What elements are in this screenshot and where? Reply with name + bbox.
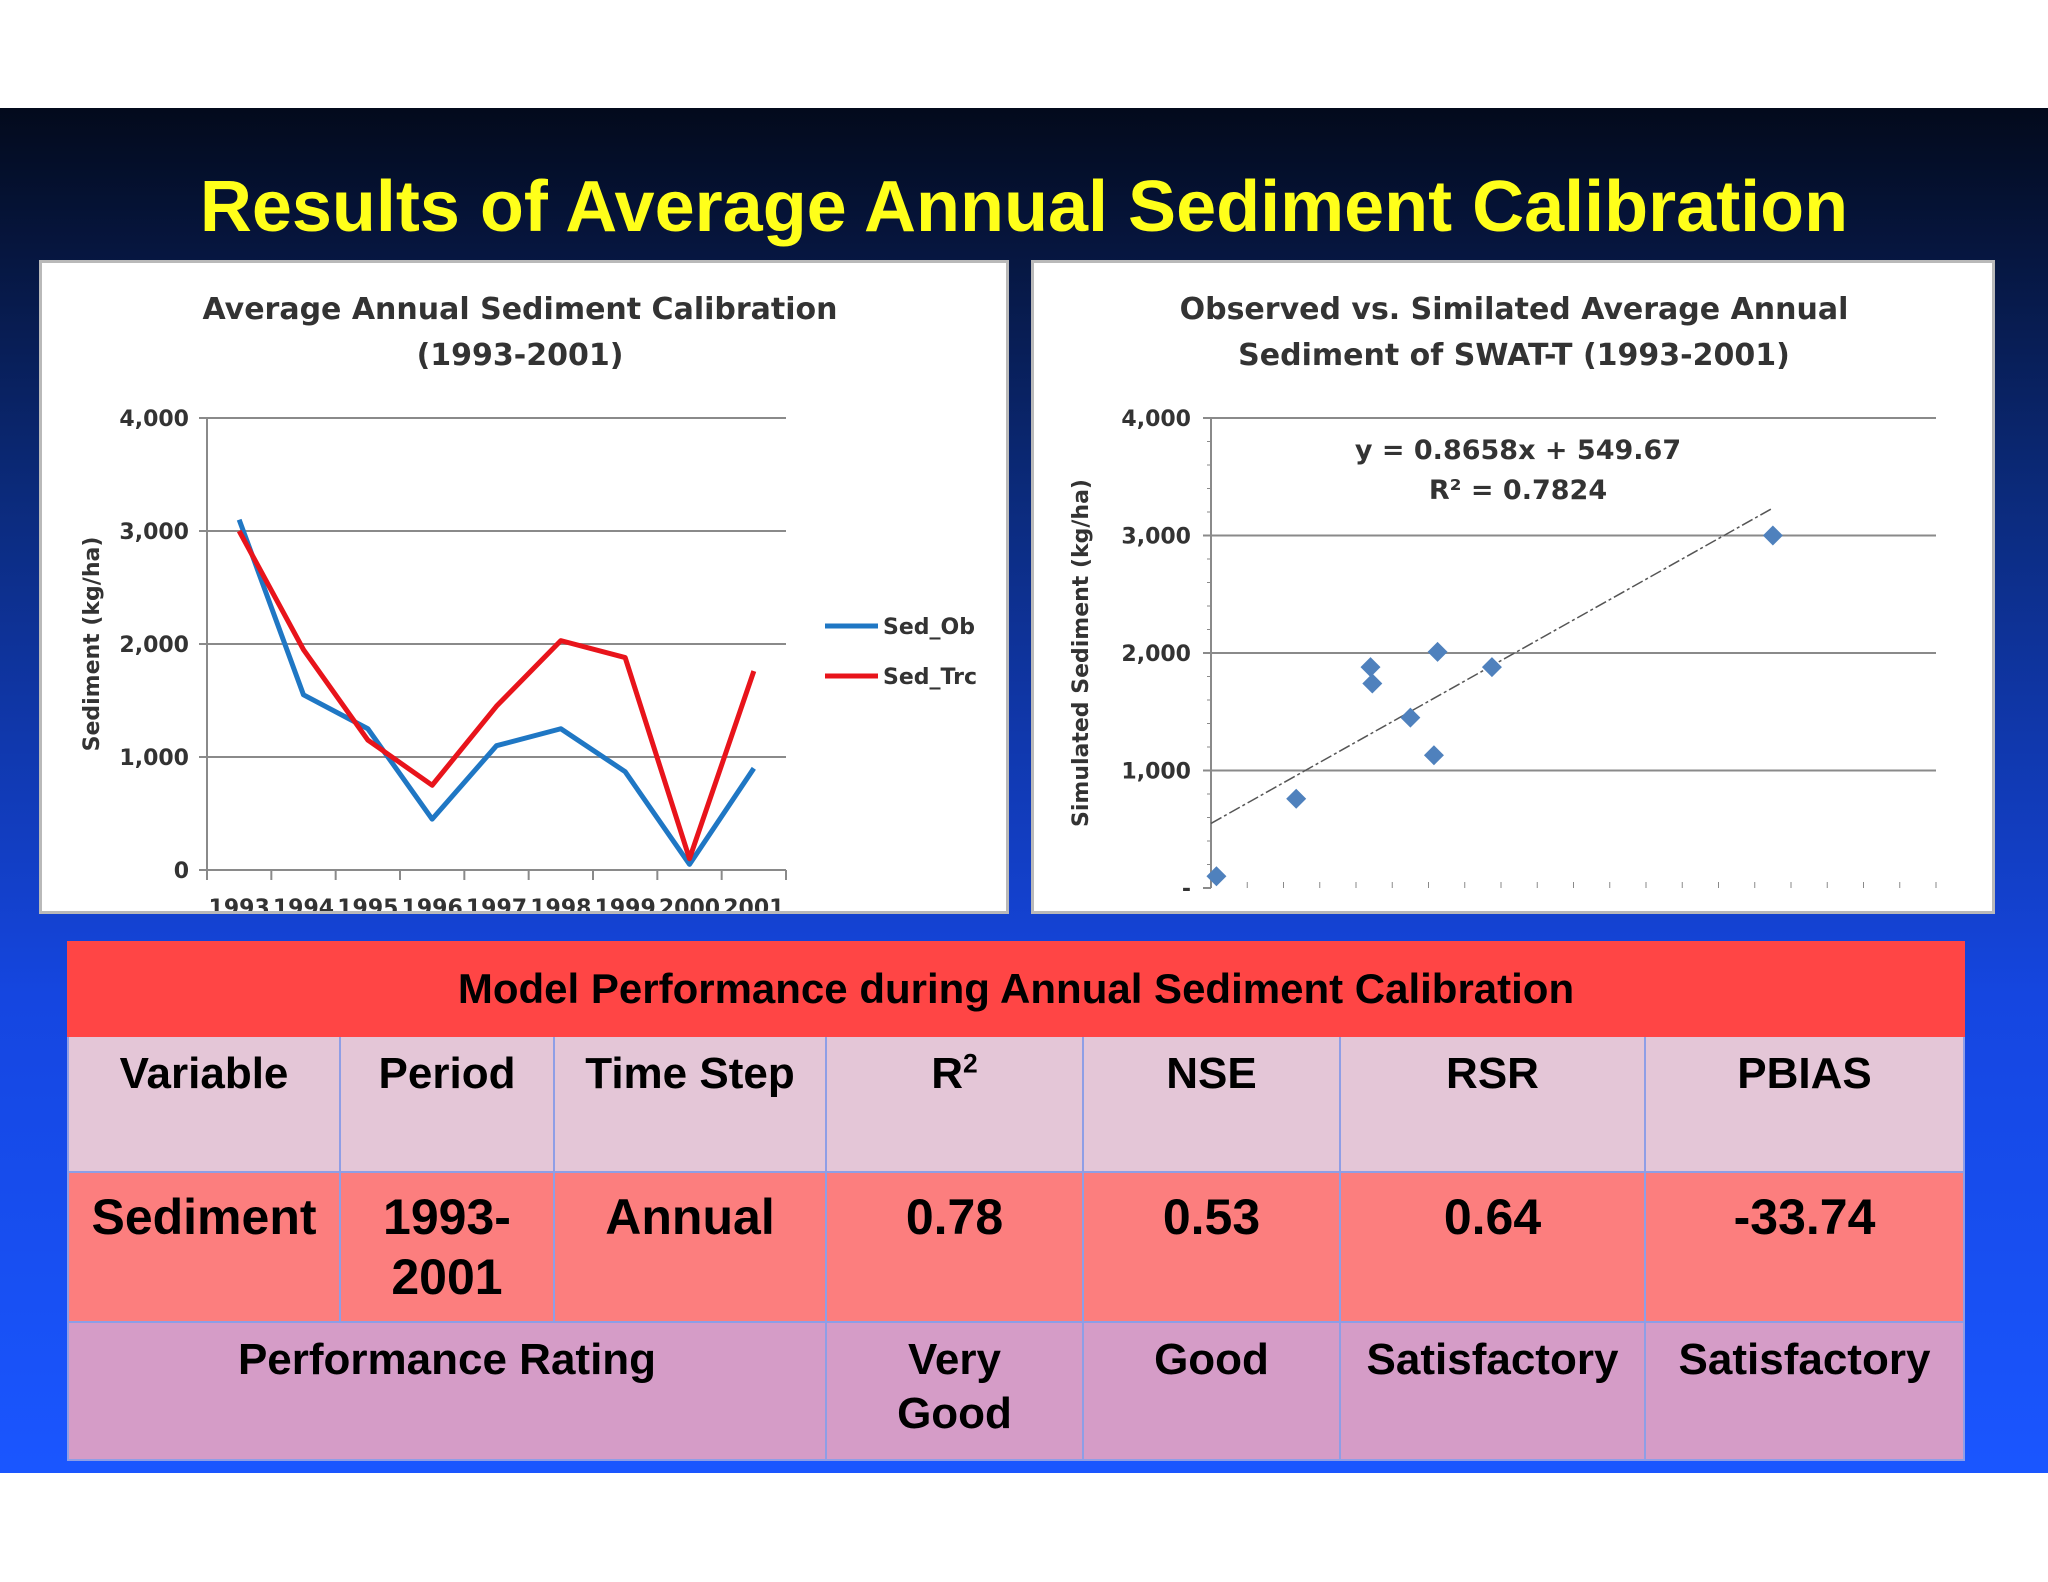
rating-label: Performance Rating <box>67 1321 827 1461</box>
performance-table: Model Performance during Annual Sediment… <box>67 941 1965 1461</box>
table-header-row: Variable Period Time Step R2 NSE RSR PBI… <box>67 1035 1965 1173</box>
cell-r2: 0.78 <box>825 1171 1084 1323</box>
cell-nse: 0.53 <box>1082 1171 1341 1323</box>
legend-label: Sed_Trc <box>883 665 977 690</box>
cell-period: 1993- 2001 <box>339 1171 555 1323</box>
cell-pbias: -33.74 <box>1644 1171 1965 1323</box>
legend-label: Sed_Ob <box>883 615 975 640</box>
header-time-step: Time Step <box>553 1035 827 1173</box>
header-period: Period <box>339 1035 555 1173</box>
series-line-Sed_Ob <box>236 518 756 867</box>
header-rsr: RSR <box>1339 1035 1646 1173</box>
scatter-point <box>1360 657 1381 678</box>
y-tick-label: 1,000 <box>119 746 189 771</box>
cell-variable: Sediment <box>67 1171 341 1323</box>
y-axis-title: Simulated Sediment (kg/ha) <box>1069 479 1094 827</box>
x-tick-label: 2001 <box>723 896 784 911</box>
y-tick-label: 2,000 <box>1121 642 1191 667</box>
scatter-point <box>1400 707 1421 728</box>
y-tick-label: 2,000 <box>119 633 189 658</box>
x-tick-label: 1999 <box>595 896 656 911</box>
chart-title-line: (1993-2001) <box>417 338 624 373</box>
x-tick-label: 2000 <box>659 896 720 911</box>
cell-period-end: 2001 <box>391 1249 503 1305</box>
header-r2: R2 <box>825 1035 1084 1173</box>
y-tick-label: 0 <box>174 859 189 884</box>
slide-title: Results of Average Annual Sediment Calib… <box>199 167 1849 247</box>
rating-r2-line2: Good <box>897 1389 1012 1438</box>
header-nse: NSE <box>1082 1035 1341 1173</box>
y-tick-label: 4,000 <box>119 407 189 432</box>
rating-row: Performance Rating Very Good Good Satisfa… <box>67 1321 1965 1461</box>
y-axis-title: Sediment (kg/ha) <box>80 537 105 752</box>
header-r2-base: R <box>931 1049 964 1098</box>
x-tick-label: 1995 <box>337 896 398 911</box>
trendline-annotation: y = 0.8658x + 549.67 <box>1355 435 1681 466</box>
trendline-annotation: R² = 0.7824 <box>1429 475 1607 506</box>
line-chart: Average Annual Sediment Calibration (1993… <box>80 292 977 911</box>
scatter-point <box>1206 866 1227 887</box>
rating-nse: Good <box>1082 1321 1341 1461</box>
header-r2-superscript: 2 <box>963 1048 978 1079</box>
y-tick-label: 3,000 <box>119 520 189 545</box>
scatter-point <box>1481 657 1502 678</box>
scatter-chart: Observed vs. Similated Average Annual Sed… <box>1069 292 1937 902</box>
slide: Results of Average Annual Sediment Calib… <box>0 108 2048 1473</box>
y-tick-label: - <box>1182 877 1191 902</box>
chart-title-line: Observed vs. Similated Average Annual <box>1180 292 1849 327</box>
y-tick-label: 1,000 <box>1121 760 1191 785</box>
table-row: Sediment 1993- 2001 Annual 0.78 0.53 0.64… <box>67 1171 1965 1323</box>
rating-r2-line1: Very <box>908 1335 1001 1384</box>
header-variable: Variable <box>67 1035 341 1173</box>
chart-title-line: Sediment of SWAT-T (1993-2001) <box>1238 338 1790 373</box>
scatter-chart-panel: Observed vs. Similated Average Annual Sed… <box>1031 260 1995 914</box>
table-caption: Model Performance during Annual Sediment… <box>67 941 1965 1037</box>
x-tick-label: 1993 <box>209 896 270 911</box>
rating-rsr: Satisfactory <box>1339 1321 1646 1461</box>
series-line-Sed_Trc <box>236 529 757 862</box>
chart-title-line: Average Annual Sediment Calibration <box>202 292 837 327</box>
line-chart-panel: Average Annual Sediment Calibration (1993… <box>39 260 1009 914</box>
y-tick-label: 3,000 <box>1121 525 1191 550</box>
cell-time-step: Annual <box>553 1171 827 1323</box>
x-tick-label: 1997 <box>466 896 527 911</box>
rating-pbias: Satisfactory <box>1644 1321 1965 1461</box>
rating-r2: Very Good <box>825 1321 1084 1461</box>
x-tick-label: 1998 <box>530 896 591 911</box>
header-pbias: PBIAS <box>1644 1035 1965 1173</box>
scatter-point <box>1362 673 1383 694</box>
scatter-point <box>1423 745 1444 766</box>
x-tick-label: 1996 <box>402 896 463 911</box>
scatter-point <box>1286 788 1307 809</box>
x-tick-label: 1994 <box>273 896 334 911</box>
cell-rsr: 0.64 <box>1339 1171 1646 1323</box>
y-tick-label: 4,000 <box>1121 407 1191 432</box>
scatter-point <box>1762 525 1783 546</box>
scatter-point <box>1427 641 1448 662</box>
cell-period-start: 1993- <box>383 1189 511 1245</box>
